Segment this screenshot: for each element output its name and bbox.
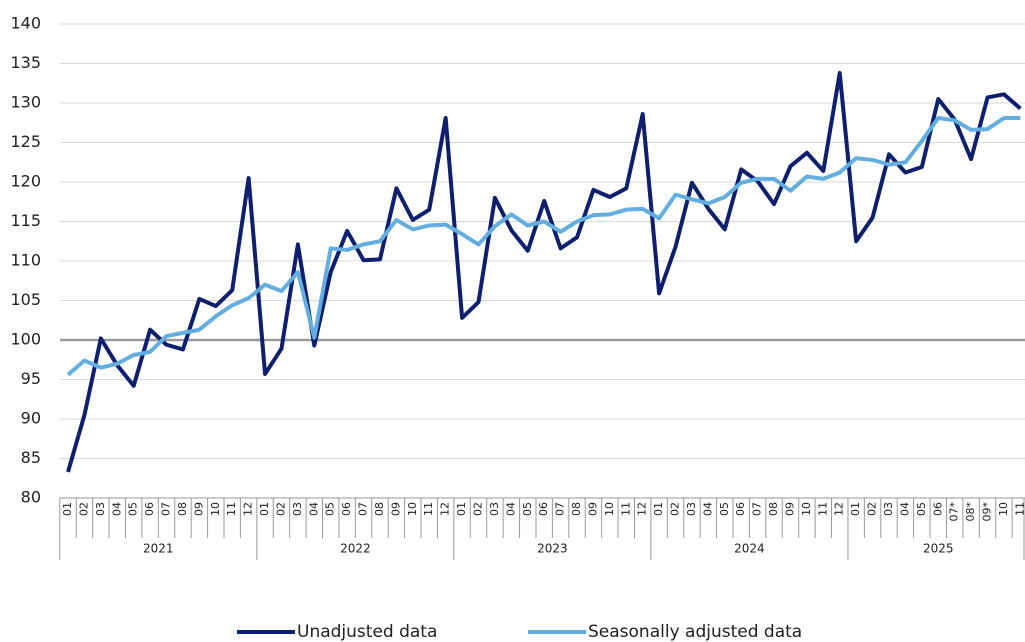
x-tick-label: 04 [701,502,714,516]
x-tick-label: 03 [291,502,304,516]
y-tick-label: 110 [10,251,41,270]
y-tick-label: 130 [10,93,41,112]
x-tick-label: 07 [554,502,567,516]
x-tick-label: 08* [964,502,977,522]
legend-label: Unadjusted data [297,622,437,642]
x-tick-label: 12 [242,502,255,516]
x-tick-label: 09 [192,502,205,516]
x-tick-label: 07 [160,502,173,516]
x-tick-label: 12 [636,502,649,516]
x-tick-label: 11 [422,502,435,516]
x-tick-label: 08 [176,502,189,516]
x-tick-label: 03 [685,502,698,516]
x-tick-label: 07 [357,502,370,516]
x-tick-label: 12 [439,502,452,516]
x-tick-label: 11 [225,502,238,516]
x-tick-label: 11 [816,502,829,516]
x-tick-label: 08 [373,502,386,516]
x-tick-label: 05 [127,502,140,516]
x-tick-label: 01 [61,502,74,516]
x-tick-label: 10 [406,502,419,516]
x-tick-label: 06 [340,502,353,516]
x-tick-label: 06 [931,502,944,516]
x-tick-label: 06 [143,502,156,516]
x-tick-label: 02 [669,502,682,516]
y-tick-label: 140 [10,14,41,33]
y-tick-label: 120 [10,172,41,191]
x-tick-label: 03 [94,502,107,516]
group-label: 2025 [923,542,954,556]
x-tick-label: 01 [258,502,271,516]
x-tick-label: 02 [472,502,485,516]
x-tick-label: 05 [324,502,337,516]
x-tick-label: 07* [948,502,961,522]
x-tick-label: 11 [1013,502,1025,516]
x-tick-label: 10 [800,502,813,516]
y-tick-label: 115 [10,211,41,230]
x-tick-label: 04 [504,502,517,516]
x-tick-label: 04 [307,502,320,516]
group-label: 2022 [340,542,371,556]
x-tick-label: 03 [882,502,895,516]
group-label: 2021 [143,542,174,556]
x-tick-label: 10 [603,502,616,516]
y-tick-label: 100 [10,330,41,349]
x-tick-label: 05 [718,502,731,516]
x-tick-label: 05 [915,502,928,516]
x-tick-label: 01 [849,502,862,516]
x-tick-label: 06 [537,502,550,516]
y-tick-label: 135 [10,53,41,72]
x-tick-label: 09 [389,502,402,516]
x-tick-label: 09* [981,502,994,522]
legend-label: Seasonally adjusted data [588,622,802,642]
y-tick-label: 90 [21,409,41,428]
x-tick-label: 02 [274,502,287,516]
y-tick-label: 125 [10,132,41,151]
x-tick-label: 07 [751,502,764,516]
x-tick-label: 06 [734,502,747,516]
x-tick-label: 08 [570,502,583,516]
y-tick-label: 80 [21,488,41,507]
x-tick-label: 01 [652,502,665,516]
x-tick-label: 09 [586,502,599,516]
x-tick-label: 10 [997,502,1010,516]
x-tick-label: 11 [619,502,632,516]
x-tick-label: 05 [521,502,534,516]
group-label: 2024 [734,542,765,556]
x-tick-label: 12 [833,502,846,516]
series-line [66,116,1021,377]
x-tick-label: 03 [488,502,501,516]
x-tick-label: 09 [783,502,796,516]
x-tick-label: 02 [77,502,90,516]
group-label: 2023 [537,542,568,556]
y-tick-label: 85 [21,448,41,467]
y-tick-label: 95 [21,369,41,388]
series-line [66,70,1022,473]
y-tick-label: 105 [10,290,41,309]
x-tick-label: 08 [767,502,780,516]
x-tick-label: 04 [898,502,911,516]
x-tick-label: 10 [209,502,222,516]
x-tick-label: 02 [866,502,879,516]
x-tick-label: 04 [110,502,123,516]
x-tick-label: 01 [455,502,468,516]
